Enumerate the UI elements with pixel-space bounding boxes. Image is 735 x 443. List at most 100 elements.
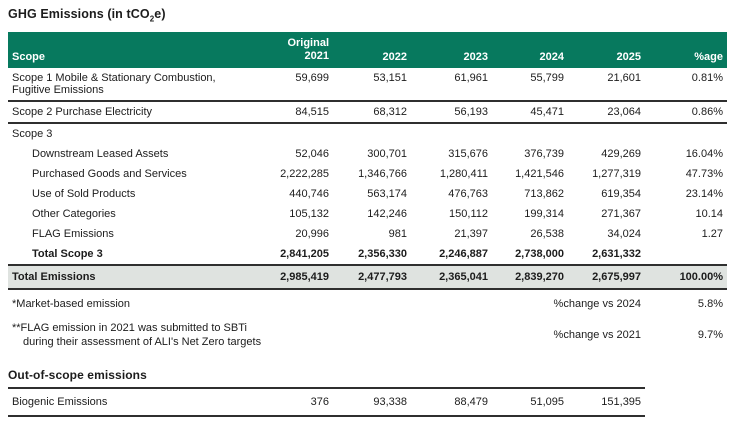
ghg-emissions-table: Scope Original 2021 2022 2023 2024 2025 …: [8, 31, 727, 353]
cell-value: 53,151: [333, 67, 411, 102]
cell-value: 619,354: [601, 187, 641, 200]
row-label: Purchased Goods and Services: [32, 167, 187, 180]
cell-value: 47.73%: [685, 167, 723, 180]
table-row-total-emissions: Total Emissions 2,985,419 2,477,793 2,36…: [8, 263, 727, 290]
column-header-pct: %age: [645, 31, 727, 68]
cell-value: 2,675,997: [568, 263, 645, 290]
cell-value: 16.04%: [685, 147, 723, 160]
cell-value: 1,280,411: [439, 167, 488, 180]
cell-value: 376,739: [524, 147, 564, 160]
cell-value: 52,046: [295, 147, 329, 160]
title-text-end: e): [154, 7, 166, 21]
column-header-original-2021: Original 2021: [248, 31, 333, 68]
column-header-2023: 2023: [411, 31, 492, 68]
cell-value: 2,356,330: [358, 247, 407, 260]
cell-value: 93,338: [333, 388, 411, 418]
cell-value: 713,862: [524, 187, 564, 200]
column-header-2022: 2022: [333, 31, 411, 68]
table-row-scope1: Scope 1 Mobile & Stationary Combustion, …: [8, 67, 727, 102]
cell-value: 142,246: [367, 207, 407, 220]
cell-value: 21,601: [568, 67, 645, 102]
cell-value: 2,477,793: [333, 263, 411, 290]
row-label: Total Scope 3: [32, 247, 103, 260]
cell-value: 51,095: [492, 388, 568, 418]
cell-value: 429,269: [601, 147, 641, 160]
cell-value: 2,738,000: [515, 247, 564, 260]
cell-value: 2,365,041: [411, 263, 492, 290]
cell-value: 1,421,546: [515, 167, 564, 180]
table-row-scope3-header: Scope 3: [8, 123, 727, 144]
cell-value: 981: [388, 227, 407, 240]
cell-value: 26,538: [530, 227, 564, 240]
row-label: Scope 2 Purchase Electricity: [8, 100, 248, 124]
header-original-line1: Original: [287, 36, 329, 49]
cell-value: 55,799: [492, 67, 568, 102]
cell-value: 376: [248, 388, 333, 418]
cell-value: 271,367: [601, 207, 641, 220]
cell-value: 23.14%: [685, 187, 723, 200]
cell-value: 10.14: [695, 207, 723, 220]
cell-value: 2,985,419: [248, 263, 333, 290]
cell-value: 45,471: [492, 100, 568, 124]
cell-value: 59,699: [248, 67, 333, 102]
table-row-total-scope3: Total Scope 3 2,841,205 2,356,330 2,246,…: [8, 244, 727, 265]
table-row-other-categories: Other Categories 105,132 142,246 150,112…: [8, 204, 727, 224]
change-vs-2021-value: 9.7%: [697, 329, 723, 342]
row-label: Use of Sold Products: [32, 187, 136, 200]
cell-value: 34,024: [607, 227, 641, 240]
cell-value: 2,246,887: [439, 247, 488, 260]
cell-value: 68,312: [333, 100, 411, 124]
cell-value: 88,479: [411, 388, 492, 418]
table-row-downstream-leased-assets: Downstream Leased Assets 52,046 300,701 …: [8, 144, 727, 164]
change-vs-2024-value: 5.8%: [697, 297, 723, 310]
table-row-purchased-goods: Purchased Goods and Services 2,222,285 1…: [8, 164, 727, 184]
cell-value: 563,174: [367, 187, 407, 200]
cell-value: 476,763: [448, 187, 488, 200]
cell-value: 56,193: [411, 100, 492, 124]
table-row-flag-emissions: FLAG Emissions 20,996 981 21,397 26,538 …: [8, 224, 727, 244]
cell-value: 61,961: [411, 67, 492, 102]
column-header-2025: 2025: [568, 31, 645, 68]
footnote-text: **FLAG emission in 2021 was submitted to…: [12, 321, 262, 349]
cell-value: 100.00%: [645, 263, 727, 290]
cell-value: 199,314: [524, 207, 564, 220]
title-text: GHG Emissions (in tCO: [8, 7, 150, 21]
table-row-biogenic-emissions: Biogenic Emissions 376 93,338 88,479 51,…: [8, 388, 727, 418]
cell-value: [645, 244, 727, 265]
header-original-line2: 2021: [304, 49, 329, 62]
row-label: Scope 1 Mobile & Stationary Combustion, …: [8, 67, 248, 102]
table-row-use-of-sold-products: Use of Sold Products 440,746 563,174 476…: [8, 184, 727, 204]
row-label: FLAG Emissions: [32, 227, 114, 240]
footnote-text: *Market-based emission: [12, 297, 130, 310]
cell-value: 150,112: [449, 207, 488, 220]
row-label: Scope 3: [12, 127, 53, 140]
row-label: Biogenic Emissions: [8, 388, 248, 418]
out-of-scope-table: Out-of-scope emissions Biogenic Emission…: [8, 364, 727, 418]
table-body: Scope 1 Mobile & Stationary Combustion, …: [8, 67, 727, 353]
table-row-scope2: Scope 2 Purchase Electricity 84,515 68,3…: [8, 100, 727, 124]
cell-value: 84,515: [248, 100, 333, 124]
cell-value: 440,746: [289, 187, 329, 200]
row-label: Other Categories: [32, 207, 116, 220]
column-header-2024: 2024: [492, 31, 568, 68]
header-row: Scope Original 2021 2022 2023 2024 2025 …: [8, 31, 727, 68]
cell-value: 2,839,270: [492, 263, 568, 290]
row-label: Total Emissions: [8, 263, 248, 290]
change-vs-2021-label: %change vs 2021: [553, 329, 641, 342]
cell-value: 300,701: [367, 147, 407, 160]
row-label: Downstream Leased Assets: [32, 147, 169, 160]
cell-value: 105,132: [289, 207, 329, 220]
cell-value: 21,397: [454, 227, 488, 240]
column-header-scope: Scope: [8, 31, 248, 68]
footnote-market-based: *Market-based emission %change vs 2024 5…: [8, 289, 727, 313]
table-header: Scope Original 2021 2022 2023 2024 2025 …: [8, 31, 727, 68]
cell-value: 2,631,332: [592, 247, 641, 260]
cell-value: 1,277,319: [592, 167, 641, 180]
cell-value: 2,222,285: [280, 167, 329, 180]
cell-value: 2,841,205: [280, 247, 329, 260]
change-vs-2024-label: %change vs 2024: [553, 297, 641, 310]
section-heading: Out-of-scope emissions: [8, 364, 646, 390]
cell-value: 0.86%: [645, 100, 727, 124]
title-subscript: 2: [149, 14, 155, 24]
